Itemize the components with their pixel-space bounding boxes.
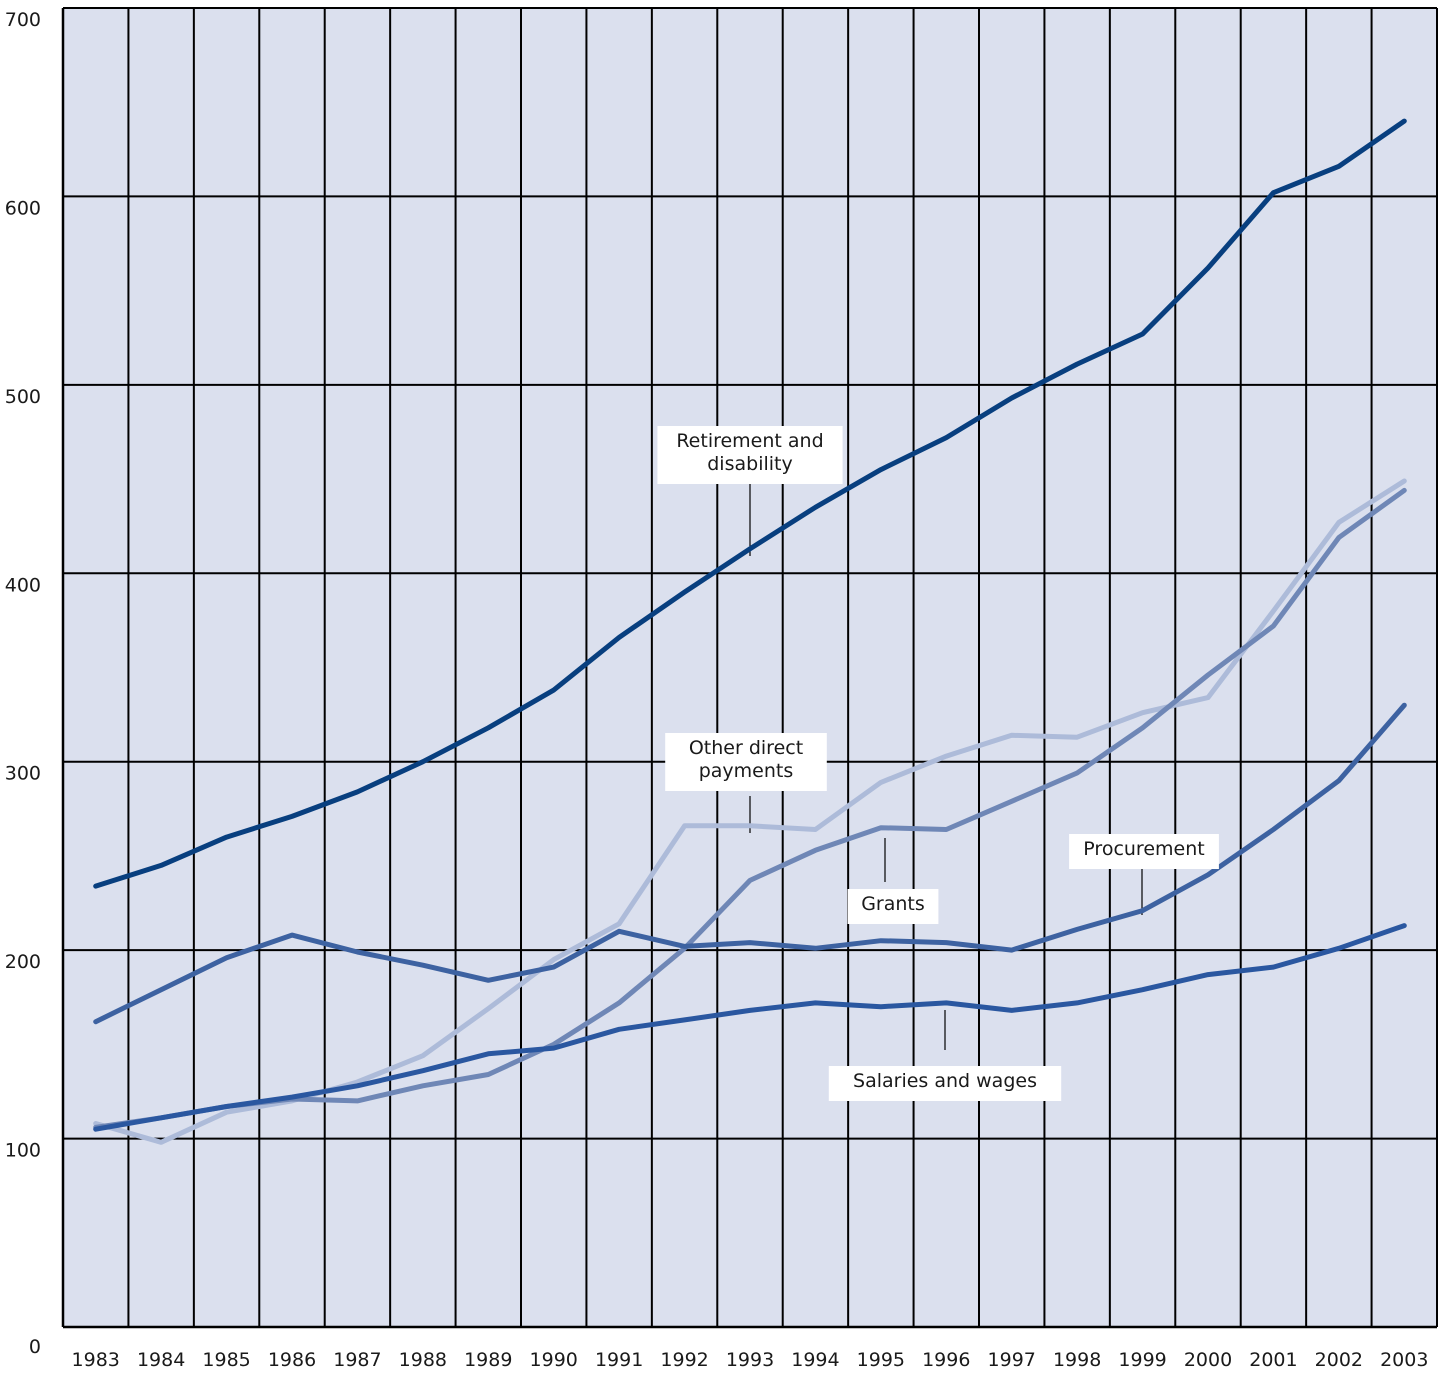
x-tick-label: 1993 [726,1349,774,1371]
y-tick-label: 200 [5,951,41,973]
series-label-other_direct: payments [699,760,794,782]
x-tick-label: 2002 [1315,1349,1363,1371]
x-tick-label: 1997 [988,1349,1036,1371]
series-label-box-grants [847,889,939,924]
series-label-grants: Grants [861,893,925,915]
series-label-box-retirement [657,426,843,484]
series-line-procurement [93,702,1407,1025]
series-label-salaries: Salaries and wages [853,1070,1037,1092]
x-axis: 1983 1984 1985 1986 1987 1988 1989 1990 1991 1992… [72,1349,1429,1371]
x-tick-label: 1992 [660,1349,708,1371]
x-tick-label: 1995 [857,1349,905,1371]
series-label-retirement: Retirement and [676,430,823,452]
y-tick-label: 700 [5,9,41,31]
grid [61,7,1438,1329]
x-tick-label: 2003 [1380,1349,1428,1371]
y-tick-label: 300 [5,763,41,785]
y-tick-label: 100 [5,1140,41,1162]
series-label-retirement: disability [707,453,792,475]
series-label-box-procurement [1069,834,1219,869]
series-line-salaries [93,923,1407,1132]
series-label-other_direct: Other direct [689,737,803,759]
x-tick-label: 1985 [202,1349,250,1371]
x-tick-label: 2001 [1249,1349,1297,1371]
x-tick-label: 1989 [464,1349,512,1371]
series-label-box-salaries [828,1066,1062,1101]
series-line-retirement [93,118,1407,889]
y-tick-label: 0 [29,1336,41,1358]
x-tick-label: 1990 [530,1349,578,1371]
x-tick-label: 2000 [1184,1349,1232,1371]
y-tick-label: 600 [5,197,41,219]
y-tick-label: 400 [5,574,41,596]
x-tick-label: 1988 [399,1349,447,1371]
series-label-box-other_direct [665,733,827,791]
x-tick-label: 1999 [1118,1349,1166,1371]
x-tick-label: 1984 [137,1349,185,1371]
x-tick-label: 1996 [922,1349,970,1371]
x-tick-label: 1994 [791,1349,839,1371]
x-tick-label: 1986 [268,1349,316,1371]
y-axis: 0 100 200 300 400 500 600 700 [5,9,41,1358]
x-tick-label: 1991 [595,1349,643,1371]
plot-background [63,8,1437,1327]
x-tick-label: 1998 [1053,1349,1101,1371]
x-tick-label: 1987 [333,1349,381,1371]
series-line-grants [93,487,1407,1130]
series-label-procurement: Procurement [1083,838,1204,860]
series-lines [93,118,1407,1145]
x-tick-label: 1983 [72,1349,120,1371]
y-tick-label: 500 [5,386,41,408]
